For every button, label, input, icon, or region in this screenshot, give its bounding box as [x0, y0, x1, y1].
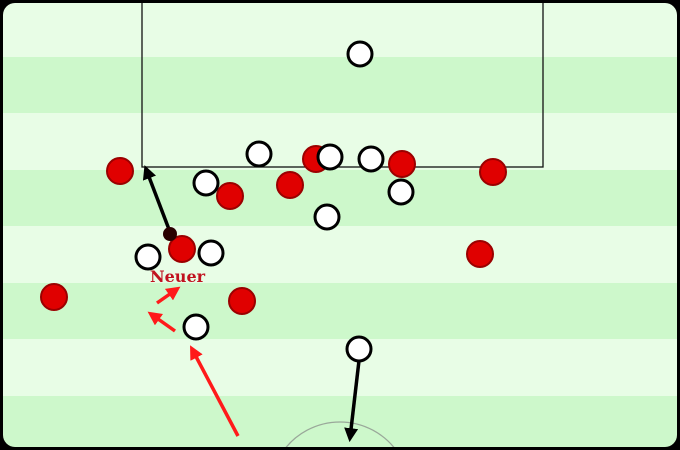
pitch-stripe	[3, 339, 677, 396]
white-player	[345, 335, 373, 363]
red-player	[106, 157, 134, 185]
white-player	[192, 169, 220, 197]
white-player	[387, 178, 415, 206]
neuer-label: Neuer	[150, 267, 206, 286]
pitch-stripe	[3, 3, 677, 57]
white-player	[134, 243, 162, 271]
white-player	[245, 140, 273, 168]
red-player	[40, 283, 68, 311]
ball	[163, 227, 177, 241]
white-team-players	[134, 40, 415, 363]
movement-arrows	[142, 165, 362, 443]
red-player	[276, 171, 304, 199]
red-team-players	[40, 145, 507, 315]
red-arrow-short-2	[155, 286, 181, 305]
penalty-box	[141, 3, 544, 168]
pitch-stripe	[3, 57, 677, 113]
white-player	[357, 145, 385, 173]
red-player	[228, 287, 256, 315]
red-arrow-short-1	[147, 311, 177, 333]
pitch-stripe	[3, 226, 677, 283]
red-arrow-long-run	[190, 345, 240, 437]
white-player	[182, 313, 210, 341]
white-player	[197, 239, 225, 267]
pitch-stripe	[3, 396, 677, 447]
red-player	[388, 150, 416, 178]
red-player	[216, 182, 244, 210]
black-arrow-run-back	[344, 351, 362, 443]
white-player	[313, 203, 341, 231]
centre-circle-arc	[283, 421, 397, 447]
black-arrow-run-to-box	[142, 165, 172, 233]
white-player	[346, 40, 374, 68]
red-player	[466, 240, 494, 268]
pitch-stripe	[3, 283, 677, 339]
red-player	[168, 235, 196, 263]
white-player	[316, 143, 344, 171]
red-player	[479, 158, 507, 186]
